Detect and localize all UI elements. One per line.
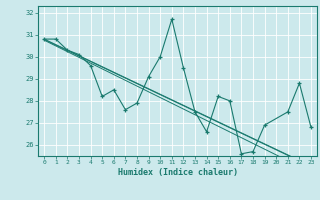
X-axis label: Humidex (Indice chaleur): Humidex (Indice chaleur) (118, 168, 238, 177)
